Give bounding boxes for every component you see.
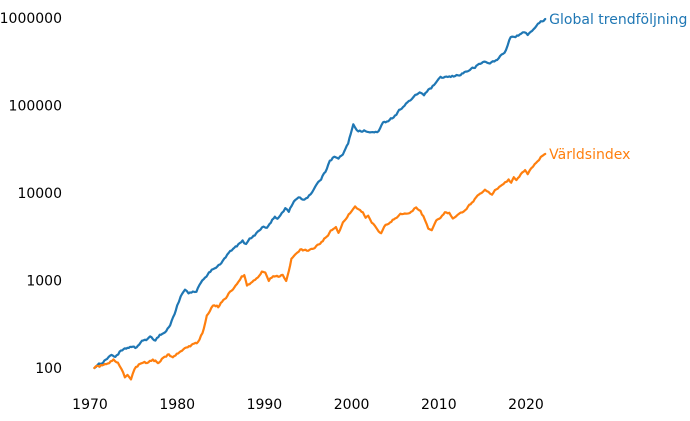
x-tick-label: 1990 (247, 397, 283, 413)
x-tick-label: 2010 (421, 397, 457, 413)
x-tick-label: 2000 (334, 397, 370, 413)
y-axis-tick-labels: 100 1000 10000 100000 1000000 (0, 11, 62, 377)
y-tick-label: 10000 (17, 186, 62, 202)
series-label-global-trendfoljning: Global trendföljning (549, 12, 687, 28)
series-lines (93, 17, 547, 381)
y-tick-label: 100000 (9, 98, 62, 114)
series-line-global-trendfoljning (93, 17, 547, 370)
x-tick-label: 1980 (159, 397, 195, 413)
y-tick-label: 1000 (26, 273, 62, 289)
x-tick-label: 1970 (72, 397, 108, 413)
series-label-varldsindex: Världsindex (549, 147, 630, 163)
y-tick-label: 1000000 (0, 11, 62, 27)
x-tick-label: 2020 (508, 397, 544, 413)
series-line-varldsindex (93, 152, 547, 381)
y-tick-label: 100 (35, 361, 62, 377)
x-axis-tick-labels: 1970 1980 1990 2000 2010 2020 (72, 397, 544, 413)
